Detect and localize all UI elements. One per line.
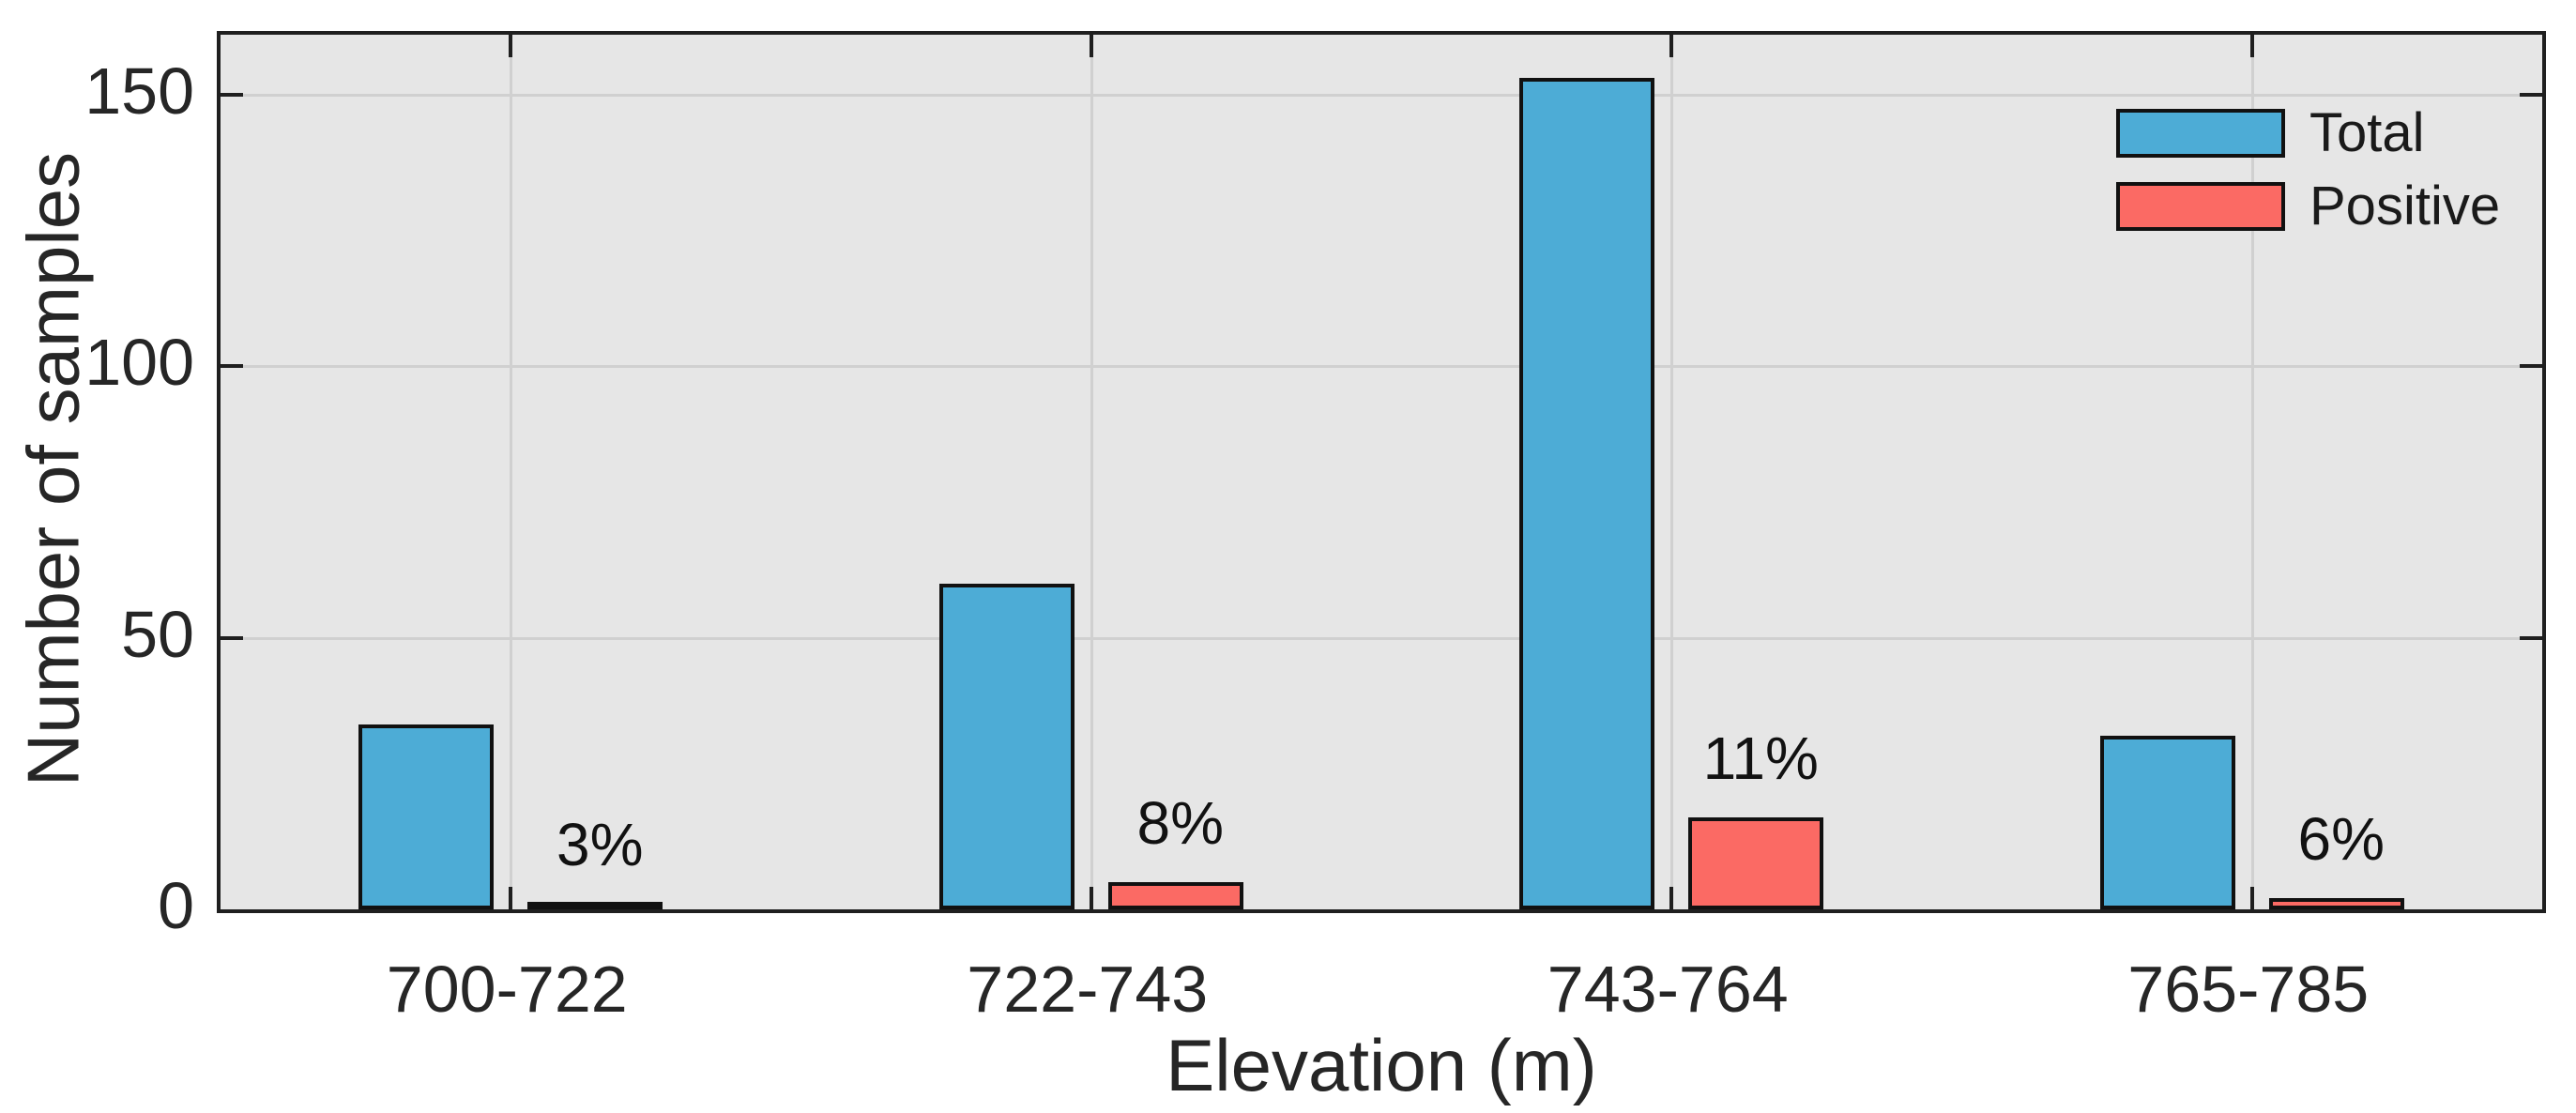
legend-label-total: Total <box>2309 102 2425 163</box>
y-tick-right <box>2520 635 2542 640</box>
x-tick-bottom <box>1669 887 1674 909</box>
y-gridline <box>221 93 2542 97</box>
y-tick-label: 0 <box>158 869 194 942</box>
x-tick-top <box>2249 35 2254 57</box>
plot-canvas: 3% 8% 11% 6% <box>221 35 2542 909</box>
percent-label: 11% <box>1702 724 1819 792</box>
plot-area: 3% 8% 11% 6% Total Positive <box>217 31 2546 913</box>
percent-label: 6% <box>2297 805 2385 874</box>
percent-label: 3% <box>556 811 644 879</box>
legend-label-positive: Positive <box>2309 175 2501 236</box>
bar-total <box>2099 735 2235 909</box>
y-tick-left <box>221 364 243 369</box>
x-gridline <box>1670 35 1674 909</box>
bar-positive <box>2268 898 2404 909</box>
x-tick-top <box>1669 35 1674 57</box>
percent-label: 8% <box>1136 789 1225 858</box>
x-gridline <box>510 35 513 909</box>
y-tick-label: 150 <box>84 53 194 128</box>
bar-positive <box>527 902 663 909</box>
x-tick-bottom <box>2249 887 2254 909</box>
x-gridline <box>1090 35 1093 909</box>
y-gridline <box>221 636 2542 640</box>
y-gridline <box>221 365 2542 369</box>
x-tick-label: 765-785 <box>2127 953 2370 1026</box>
y-tick-label: 50 <box>121 597 194 671</box>
legend-swatch-positive <box>2116 182 2285 231</box>
y-tick-label: 100 <box>84 326 194 400</box>
bar-positive <box>1688 816 1824 909</box>
legend-entry-positive: Positive <box>2116 179 2500 234</box>
legend-entry-total: Total <box>2116 106 2500 160</box>
x-tick-top <box>1089 35 1093 57</box>
x-gridline <box>2250 35 2254 909</box>
y-axis-title: Number of samples <box>11 151 95 787</box>
bar-positive <box>1107 882 1243 909</box>
legend: Total Positive <box>2116 106 2500 234</box>
x-tick-label: 722-743 <box>967 953 1209 1026</box>
x-tick-top <box>509 35 513 57</box>
x-tick-label: 700-722 <box>386 953 628 1026</box>
x-tick-label: 743-764 <box>1547 953 1789 1026</box>
bar-total <box>1519 78 1655 909</box>
y-tick-left <box>221 92 243 97</box>
bar-total <box>938 583 1075 909</box>
y-tick-left <box>221 635 243 640</box>
bar-total <box>358 724 495 909</box>
y-tick-right <box>2520 92 2542 97</box>
x-tick-bottom <box>1089 887 1093 909</box>
y-tick-right <box>2520 364 2542 369</box>
x-tick-bottom <box>509 887 513 909</box>
x-axis-title: Elevation (m) <box>1166 1024 1597 1106</box>
legend-swatch-total <box>2116 109 2285 158</box>
